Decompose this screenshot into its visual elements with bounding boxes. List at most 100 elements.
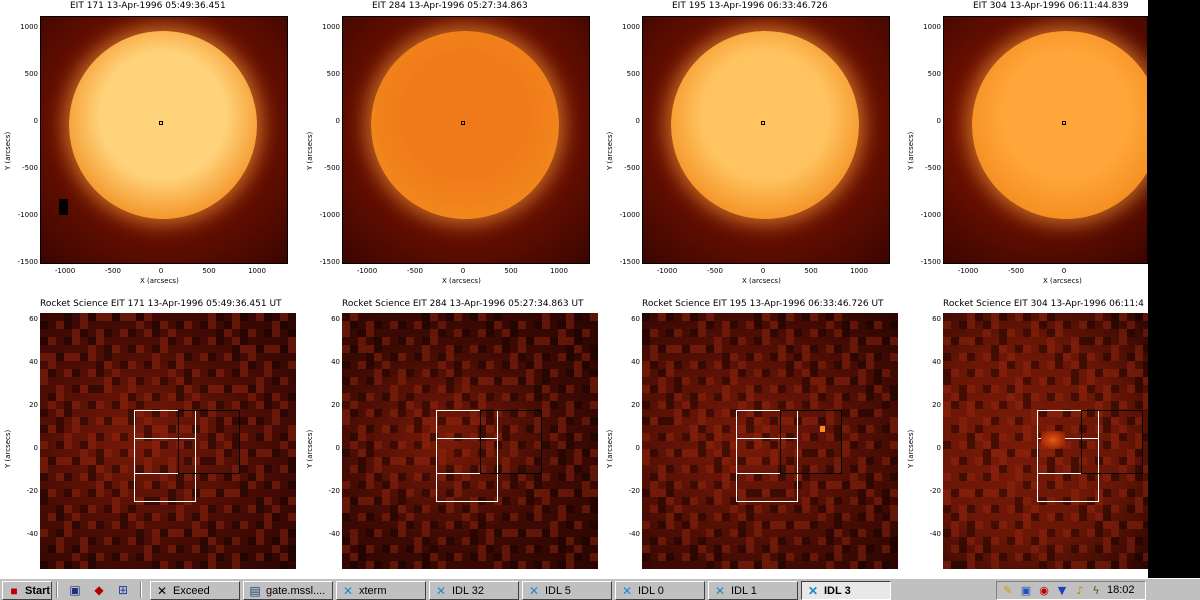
image-pixel <box>1047 513 1055 521</box>
task-button-gate[interactable]: ▤ gate.mssl.... <box>243 581 333 600</box>
image-pixel <box>160 529 168 537</box>
image-pixel <box>280 409 288 417</box>
image-pixel <box>738 521 746 529</box>
image-pixel <box>128 385 136 393</box>
image-pixel <box>288 433 296 441</box>
image-pixel <box>518 353 526 361</box>
image-pixel <box>975 369 983 377</box>
image-pixel <box>1047 337 1055 345</box>
image-pixel <box>850 409 858 417</box>
image-pixel <box>1047 465 1055 473</box>
x-tick-label: 500 <box>202 267 216 275</box>
image-pixel <box>1127 545 1135 553</box>
image-pixel <box>590 313 598 321</box>
image-pixel <box>422 409 430 417</box>
network-icon[interactable]: ⊞ <box>117 583 129 597</box>
image-pixel <box>722 425 730 433</box>
image-pixel <box>738 545 746 553</box>
image-pixel <box>778 505 786 513</box>
image-pixel <box>414 537 422 545</box>
image-pixel <box>232 369 240 377</box>
image-pixel <box>200 489 208 497</box>
image-pixel <box>1031 449 1039 457</box>
image-pixel <box>566 345 574 353</box>
image-pixel <box>850 353 858 361</box>
image-pixel <box>850 321 858 329</box>
image-pixel <box>104 481 112 489</box>
image-pixel <box>470 505 478 513</box>
task-button-idl5[interactable]: ✕ IDL 5 <box>522 581 612 600</box>
image-pixel <box>176 385 184 393</box>
image-pixel <box>566 401 574 409</box>
plug-icon[interactable]: ϟ <box>1092 584 1100 597</box>
image-pixel <box>967 489 975 497</box>
image-pixel <box>88 473 96 481</box>
quick-launch-app-icon[interactable]: ◆ <box>94 583 104 597</box>
task-button-idl3[interactable]: ✕ IDL 3 <box>801 581 891 600</box>
image-pixel <box>983 329 991 337</box>
image-pixel <box>184 369 192 377</box>
image-pixel <box>128 513 136 521</box>
zoomed-solar-image <box>342 313 598 569</box>
image-pixel <box>722 385 730 393</box>
start-button[interactable]: ■ Start <box>2 581 52 600</box>
image-pixel <box>224 537 232 545</box>
image-pixel <box>1023 497 1031 505</box>
image-pixel <box>959 505 967 513</box>
image-pixel <box>746 505 754 513</box>
monitor-icon[interactable]: ▣ <box>1020 584 1032 597</box>
image-pixel <box>288 465 296 473</box>
image-pixel <box>999 361 1007 369</box>
image-pixel <box>722 473 730 481</box>
image-pixel <box>256 505 264 513</box>
image-pixel <box>462 377 470 385</box>
image-pixel <box>890 393 898 401</box>
image-pixel <box>802 369 810 377</box>
y-tick-label: 1000 <box>20 23 38 31</box>
image-pixel <box>754 321 762 329</box>
image-pixel <box>478 449 486 457</box>
image-pixel <box>1007 449 1015 457</box>
image-pixel <box>502 425 510 433</box>
image-pixel <box>1055 481 1063 489</box>
image-pixel <box>72 545 80 553</box>
image-pixel <box>264 553 272 561</box>
task-button-idl1[interactable]: ✕ IDL 1 <box>708 581 798 600</box>
task-button-exceed[interactable]: ✕ Exceed <box>150 581 240 600</box>
image-pixel <box>486 425 494 433</box>
image-pixel <box>658 401 666 409</box>
image-pixel <box>120 465 128 473</box>
image-pixel <box>834 345 842 353</box>
image-pixel <box>650 329 658 337</box>
image-pixel <box>96 361 104 369</box>
image-pixel <box>706 561 714 569</box>
image-pixel <box>128 537 136 545</box>
image-pixel <box>192 337 200 345</box>
image-pixel <box>358 553 366 561</box>
speaker-icon[interactable]: ♪ <box>1076 584 1084 597</box>
image-pixel <box>1039 409 1047 417</box>
image-pixel <box>160 465 168 473</box>
image-pixel <box>582 385 590 393</box>
image-pixel <box>1055 449 1063 457</box>
image-pixel <box>1127 321 1135 329</box>
image-pixel <box>112 537 120 545</box>
image-pixel <box>200 353 208 361</box>
x-tick-label: 0 <box>460 267 466 275</box>
task-button-idl0[interactable]: ✕ IDL 0 <box>615 581 705 600</box>
task-button-xterm[interactable]: ✕ xterm <box>336 581 426 600</box>
image-pixel <box>96 465 104 473</box>
image-pixel <box>1119 489 1127 497</box>
image-pixel <box>358 393 366 401</box>
image-pixel <box>256 377 264 385</box>
pen-icon[interactable]: ✎ <box>1003 584 1013 597</box>
record-icon[interactable]: ◉ <box>1039 584 1049 597</box>
image-pixel <box>666 481 674 489</box>
image-pixel <box>200 425 208 433</box>
image-pixel <box>770 385 778 393</box>
image-pixel <box>1023 401 1031 409</box>
show-desktop-icon[interactable]: ▣ <box>69 583 81 597</box>
task-button-idl32[interactable]: ✕ IDL 32 <box>429 581 519 600</box>
arrow-down-icon[interactable]: ▼ <box>1057 584 1067 597</box>
image-pixel <box>542 489 550 497</box>
